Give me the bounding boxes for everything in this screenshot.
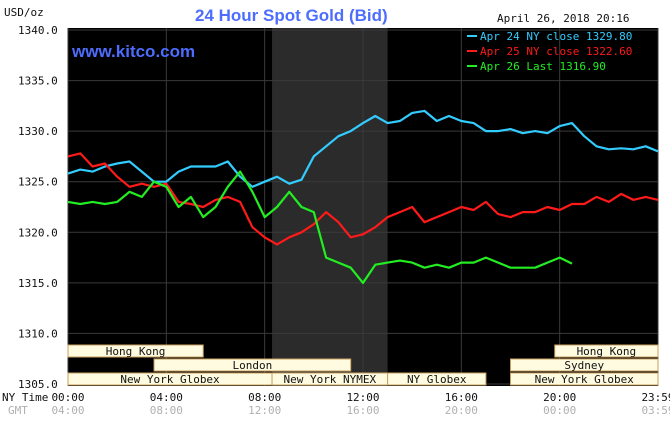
market-session-label: New York NYMEX — [283, 373, 376, 386]
y-tick-label: 1310.0 — [18, 327, 58, 340]
market-session-label: Hong Kong — [106, 345, 166, 358]
x-tick-label-gmt: 16:00 — [346, 404, 379, 417]
chart-title: 24 Hour Spot Gold (Bid) — [195, 6, 388, 25]
series-line — [67, 109, 659, 188]
y-tick-label: 1305.0 — [18, 378, 58, 391]
x-tick-label-gmt: 03:59 — [641, 404, 670, 417]
y-axis-unit-label: USD/oz — [4, 6, 44, 19]
x-tick-label-ny: 16:00 — [445, 391, 478, 404]
x-tick-label-ny: 20:00 — [543, 391, 576, 404]
market-session-bar — [67, 344, 204, 358]
series-line — [67, 170, 573, 284]
x-tick-label-gmt: 20:00 — [445, 404, 478, 417]
market-session-label: New York Globex — [535, 373, 635, 386]
legend: Apr 24 NY close 1329.80 Apr 25 NY close 1… — [467, 30, 632, 73]
x-tick-label-ny: 08:00 — [248, 391, 281, 404]
kitco-watermark: www.kitco.com — [71, 42, 195, 61]
legend-entry: Apr 24 NY close 1329.80 — [480, 30, 632, 43]
y-tick-label: 1335.0 — [18, 75, 58, 88]
x-tick-label-gmt: 04:00 — [51, 404, 84, 417]
market-session-bar — [510, 372, 659, 386]
market-session-label: London — [233, 359, 273, 372]
chart-timestamp: April 26, 2018 20:16 — [497, 12, 629, 25]
x-tick-label-ny: 04:00 — [150, 391, 183, 404]
legend-entry: Apr 26 Last 1316.90 — [480, 60, 606, 73]
market-session-bar — [387, 372, 487, 386]
market-session-label: NY Globex — [407, 373, 467, 386]
legend-entry: Apr 25 NY close 1322.60 — [480, 45, 632, 58]
ny-time-row-label: NY Time — [2, 391, 48, 404]
price-series — [67, 109, 659, 284]
market-session-label: Sydney — [564, 359, 604, 372]
market-session-label: New York Globex — [120, 373, 220, 386]
x-axis-ticks: 00:0004:0004:0008:0008:0012:0012:0016:00… — [51, 391, 670, 417]
market-session-label: Hong Kong — [577, 345, 637, 358]
market-session-bar — [510, 358, 659, 372]
market-sessions: Hong Kong London New York Globex New York N… — [67, 344, 659, 386]
x-tick-label-gmt: 12:00 — [248, 404, 281, 417]
market-session-bar — [153, 358, 352, 372]
series-line — [67, 152, 659, 246]
gmt-row-label: GMT — [8, 404, 28, 417]
x-tick-label-ny: 12:00 — [346, 391, 379, 404]
y-tick-label: 1315.0 — [18, 277, 58, 290]
y-tick-label: 1320.0 — [18, 226, 58, 239]
x-tick-label-ny: 00:00 — [51, 391, 84, 404]
x-tick-label-ny: 23:59 — [641, 391, 670, 404]
y-tick-label: 1325.0 — [18, 176, 58, 189]
y-tick-label: 1340.0 — [18, 24, 58, 37]
market-session-bar — [554, 344, 659, 358]
x-tick-label-gmt: 00:00 — [543, 404, 576, 417]
nymex-session-shading — [272, 28, 388, 386]
x-tick-label-gmt: 08:00 — [150, 404, 183, 417]
y-axis-ticks: 1340.0 1335.0 1330.0 1325.0 1320.0 1315.0 1310… — [18, 24, 58, 391]
y-tick-label: 1330.0 — [18, 125, 58, 138]
